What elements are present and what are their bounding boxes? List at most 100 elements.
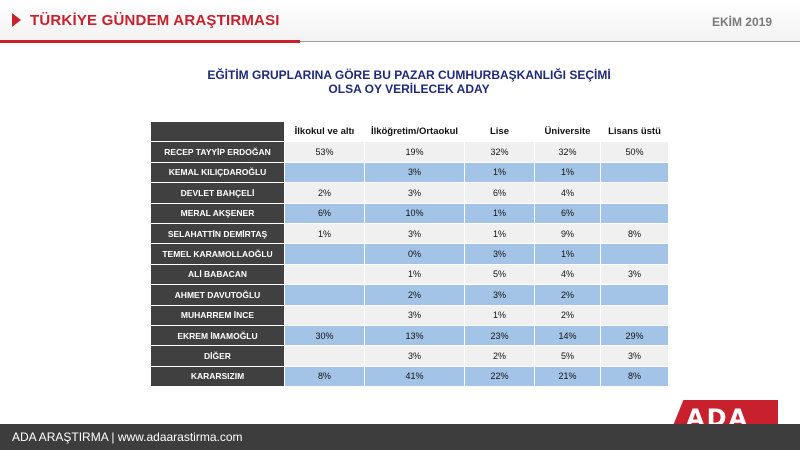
table-cell: 41% bbox=[364, 365, 465, 388]
table-cell: 4% bbox=[534, 263, 601, 286]
column-header: Lisans üstü bbox=[600, 120, 669, 143]
header-title: TÜRKİYE GÜNDEM ARAŞTIRMASI bbox=[30, 12, 280, 29]
table-cell: 2% bbox=[534, 304, 601, 326]
candidate-name: KEMAL KILIÇDAROĞLU bbox=[150, 161, 285, 184]
table-cell bbox=[284, 243, 365, 265]
candidate-name: DEVLET BAHÇELİ bbox=[150, 182, 285, 204]
table-cell: 13% bbox=[364, 324, 465, 347]
table-cell: 2% bbox=[284, 182, 365, 204]
table-cell: 1% bbox=[534, 243, 601, 265]
table-cell: 6% bbox=[284, 202, 365, 224]
table-cell: 3% bbox=[464, 243, 535, 265]
table-cell: 32% bbox=[464, 141, 535, 163]
table-row: SELAHATTİN DEMİRTAŞ 1% 3% 1% 9% 8% bbox=[150, 222, 669, 245]
column-header: İlkokul ve altı bbox=[284, 120, 365, 143]
table-cell: 2% bbox=[364, 284, 465, 306]
table-cell bbox=[284, 284, 365, 306]
table-cell: 5% bbox=[534, 345, 601, 367]
table-cell: 32% bbox=[534, 141, 601, 163]
table-row: KARARSIZIM 8% 41% 22% 21% 8% bbox=[150, 365, 669, 388]
table-cell: 14% bbox=[534, 324, 601, 347]
table-cell: 50% bbox=[600, 141, 669, 163]
table-cell bbox=[600, 182, 669, 204]
table-cell: 3% bbox=[364, 161, 465, 184]
table-cell bbox=[600, 161, 669, 184]
table-cell: 23% bbox=[464, 324, 535, 347]
results-table: İlkokul ve altı İlköğretim/Ortaokul Lise… bbox=[150, 120, 669, 388]
table-cell: 29% bbox=[600, 324, 669, 347]
table-cell: 2% bbox=[464, 345, 535, 367]
table-cell: 22% bbox=[464, 365, 535, 388]
candidate-name: SELAHATTİN DEMİRTAŞ bbox=[150, 222, 285, 245]
table-cell: 3% bbox=[364, 304, 465, 326]
table-cell: 1% bbox=[464, 202, 535, 224]
table-cell: 3% bbox=[364, 345, 465, 367]
table-cell: 8% bbox=[600, 222, 669, 245]
column-header: Üniversite bbox=[534, 120, 601, 143]
table-cell: 3% bbox=[600, 345, 669, 367]
subtitle-line-1: EĞİTİM GRUPLARINA GÖRE BU PAZAR CUMHURBA… bbox=[207, 68, 611, 82]
table-body: RECEP TAYYİP ERDOĞAN 53% 19% 32% 32% 50% KEMAL… bbox=[150, 141, 669, 388]
candidate-name: EKREM İMAMOĞLU bbox=[150, 324, 285, 347]
table-cell bbox=[600, 202, 669, 224]
table-cell: 19% bbox=[364, 141, 465, 163]
table-cell bbox=[600, 243, 669, 265]
candidate-name: ALİ BABACAN bbox=[150, 263, 285, 286]
table-cell: 5% bbox=[464, 263, 535, 286]
table-cell: 1% bbox=[464, 304, 535, 326]
table-cell bbox=[284, 345, 365, 367]
play-arrow-icon bbox=[12, 13, 21, 27]
candidate-name: DİĞER bbox=[150, 345, 285, 367]
header-bar: TÜRKİYE GÜNDEM ARAŞTIRMASI EKİM 2019 bbox=[0, 0, 800, 43]
table-cell: 0% bbox=[364, 243, 465, 265]
table-cell: 4% bbox=[534, 182, 601, 204]
header-divider-red bbox=[0, 40, 300, 43]
table-cell: 3% bbox=[364, 222, 465, 245]
table-cell bbox=[600, 304, 669, 326]
table-row: DEVLET BAHÇELİ 2% 3% 6% 4% bbox=[150, 182, 669, 204]
table-cell: 8% bbox=[284, 365, 365, 388]
table-cell: 6% bbox=[534, 202, 601, 224]
candidate-name: RECEP TAYYİP ERDOĞAN bbox=[150, 141, 285, 163]
table-cell: 53% bbox=[284, 141, 365, 163]
table-cell: 1% bbox=[464, 222, 535, 245]
candidate-name: AHMET DAVUTOĞLU bbox=[150, 284, 285, 306]
table-corner-cell bbox=[150, 120, 285, 143]
table-cell: 21% bbox=[534, 365, 601, 388]
table-cell: 1% bbox=[364, 263, 465, 286]
slide-subtitle: EĞİTİM GRUPLARINA GÖRE BU PAZAR CUMHURBA… bbox=[150, 68, 668, 96]
table-row: DİĞER 3% 2% 5% 3% bbox=[150, 345, 669, 367]
table-header-row: İlkokul ve altı İlköğretim/Ortaokul Lise… bbox=[150, 120, 669, 143]
table-cell: 1% bbox=[534, 161, 601, 184]
table-cell: 1% bbox=[464, 161, 535, 184]
footer-text: ADA ARAŞTIRMA | www.adaarastirma.com bbox=[12, 430, 243, 444]
table-cell: 1% bbox=[284, 222, 365, 245]
table-cell: 6% bbox=[464, 182, 535, 204]
table-cell bbox=[284, 161, 365, 184]
candidate-name: KARARSIZIM bbox=[150, 365, 285, 388]
table-cell bbox=[600, 284, 669, 306]
footer-bar: ADA ARAŞTIRMA | www.adaarastirma.com bbox=[0, 424, 800, 450]
table-cell bbox=[284, 263, 365, 286]
table-row: ALİ BABACAN 1% 5% 4% 3% bbox=[150, 263, 669, 286]
table-row: MERAL AKŞENER 6% 10% 1% 6% bbox=[150, 202, 669, 224]
table-row: KEMAL KILIÇDAROĞLU 3% 1% 1% bbox=[150, 161, 669, 184]
header-divider-gray bbox=[300, 41, 800, 42]
table-row: EKREM İMAMOĞLU 30% 13% 23% 14% 29% bbox=[150, 324, 669, 347]
table-cell: 3% bbox=[600, 263, 669, 286]
table-row: AHMET DAVUTOĞLU 2% 3% 2% bbox=[150, 284, 669, 306]
table-cell: 3% bbox=[364, 182, 465, 204]
subtitle-line-2: OLSA OY VERİLECEK ADAY bbox=[328, 82, 490, 96]
header-date: EKİM 2019 bbox=[711, 15, 772, 29]
table-cell: 30% bbox=[284, 324, 365, 347]
table-cell bbox=[284, 304, 365, 326]
table-cell: 2% bbox=[534, 284, 601, 306]
column-header: Lise bbox=[464, 120, 535, 143]
candidate-name: MERAL AKŞENER bbox=[150, 202, 285, 224]
candidate-name: TEMEL KARAMOLLAOĞLU bbox=[150, 243, 285, 265]
table-cell: 10% bbox=[364, 202, 465, 224]
table-cell: 3% bbox=[464, 284, 535, 306]
table-row: TEMEL KARAMOLLAOĞLU 0% 3% 1% bbox=[150, 243, 669, 265]
column-header: İlköğretim/Ortaokul bbox=[364, 120, 465, 143]
table-row: RECEP TAYYİP ERDOĞAN 53% 19% 32% 32% 50% bbox=[150, 141, 669, 163]
